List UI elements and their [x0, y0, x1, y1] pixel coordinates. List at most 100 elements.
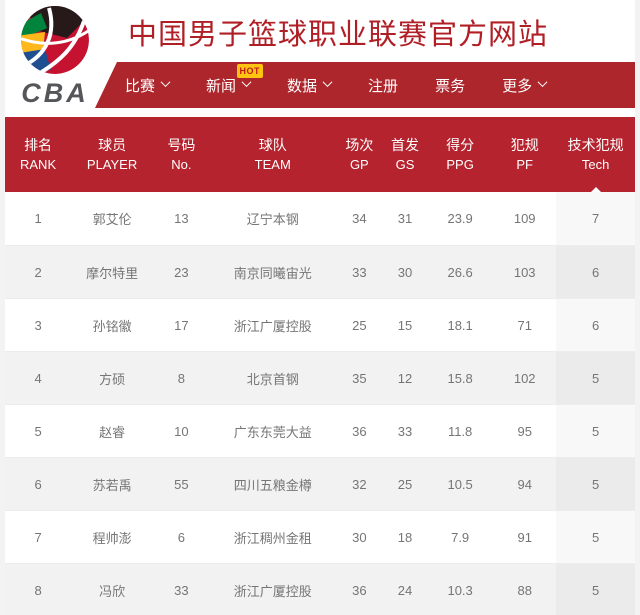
nav-item[interactable]: 数据 — [287, 75, 333, 96]
page: CBA 中国男子篮球职业联赛官方网站 比赛 新闻 HOT 数据 注册 票务 更多 — [5, 0, 635, 615]
sort-indicator-icon — [590, 187, 601, 192]
table-cell: 广东东莞大益 — [233, 424, 312, 440]
table-cell: 55 — [174, 476, 189, 492]
chevron-down-icon — [322, 76, 333, 87]
nav-items: 比赛 新闻 HOT 数据 注册 票务 更多 — [95, 62, 635, 108]
table-cell: 30 — [397, 264, 413, 280]
column-header[interactable]: 犯规 PF — [493, 117, 556, 192]
table-cell: 36 — [352, 423, 367, 439]
table-cell: 88 — [517, 582, 532, 598]
player-stats-table: 排名 RANK 球员 PLAYER 号码 No. 球队 TEAM 场次 GP 首… — [5, 117, 635, 615]
column-label-en: GP — [349, 156, 369, 172]
table-cell: 33 — [397, 423, 413, 439]
column-header[interactable]: 号码 No. — [153, 117, 210, 192]
table-cell: 四川五粮金樽 — [233, 477, 312, 493]
column-label-zh: 首发 — [391, 136, 420, 153]
table-cell: 5 — [556, 511, 635, 563]
column-label-en: Tech — [581, 156, 610, 172]
table-cell: 95 — [517, 423, 532, 439]
nav-item[interactable]: 新闻 HOT — [206, 63, 264, 96]
table-cell: 2 — [34, 264, 42, 280]
column-label-zh: 得分 — [446, 136, 475, 153]
table-cell: 18.1 — [447, 317, 473, 333]
table-cell: 17 — [174, 317, 189, 333]
column-header[interactable]: 得分 PPG — [427, 117, 493, 192]
table-cell: 4 — [34, 370, 42, 386]
column-label-zh: 球队 — [258, 136, 287, 153]
table-cell: 13 — [174, 211, 189, 226]
table-cell: 5 — [556, 564, 635, 615]
table-cell: 26.6 — [447, 264, 473, 280]
table-cell: 94 — [517, 476, 532, 492]
nav-background — [95, 62, 635, 108]
table-cell: 北京首钢 — [246, 371, 299, 387]
chevron-down-icon — [241, 76, 252, 87]
table-cell: 103 — [513, 264, 536, 280]
table-cell: 5 — [34, 423, 42, 439]
table-cell: 10 — [174, 423, 189, 439]
column-header[interactable]: 场次 GP — [336, 117, 383, 192]
table-cell: 浙江广厦控股 — [233, 318, 312, 334]
column-header[interactable]: 球员 PLAYER — [71, 117, 153, 192]
table-cell: 孙铭徽 — [92, 318, 132, 334]
table-cell: 34 — [352, 211, 367, 226]
table-cell: 15.8 — [447, 370, 473, 386]
column-label-zh: 号码 — [167, 136, 196, 153]
table-header: 排名 RANK 球员 PLAYER 号码 No. 球队 TEAM 场次 GP 首… — [5, 117, 635, 192]
nav-item-label: 数据 — [287, 77, 318, 95]
table-cell: 7 — [34, 529, 42, 545]
cba-logo[interactable]: CBA — [7, 2, 103, 108]
table-cell: 23 — [174, 264, 189, 280]
column-label-en: PLAYER — [86, 156, 138, 172]
table-cell: 5 — [556, 458, 635, 510]
table-row: 5 赵睿 10 广东东莞大益 36 33 11.8 95 5 — [5, 404, 635, 457]
table-cell: 18 — [397, 529, 413, 545]
column-label-en: No. — [171, 156, 192, 172]
column-label-en: RANK — [20, 156, 57, 172]
nav-item[interactable]: 比赛 — [125, 75, 171, 96]
column-label-zh: 排名 — [24, 136, 53, 153]
column-header[interactable]: 首发 GS — [383, 117, 427, 192]
table-cell: 赵睿 — [99, 424, 126, 440]
table-cell: 8 — [177, 370, 185, 386]
nav-item-label: 票务 — [435, 77, 466, 95]
nav-item[interactable]: 票务 — [435, 75, 465, 96]
nav-item[interactable]: 注册 — [368, 75, 398, 96]
table-cell: 33 — [174, 582, 189, 598]
table-cell: 苏若禹 — [92, 477, 132, 493]
site-header: CBA 中国男子篮球职业联赛官方网站 比赛 新闻 HOT 数据 注册 票务 更多 — [5, 0, 635, 117]
table-cell: 25 — [397, 476, 413, 492]
table-cell: 5 — [556, 405, 635, 457]
column-label-zh: 犯规 — [510, 136, 539, 153]
table-cell: 11.8 — [447, 423, 473, 439]
column-header[interactable]: 球队 TEAM — [210, 117, 336, 192]
table-cell: 8 — [34, 582, 42, 598]
table-row: 7 程帅澎 6 浙江稠州金租 30 18 7.9 91 5 — [5, 510, 635, 563]
table-cell: 15 — [397, 317, 413, 333]
column-header[interactable]: 排名 RANK — [5, 117, 71, 192]
nav-item-label: 更多 — [502, 77, 533, 95]
column-header[interactable]: 技术犯规 Tech — [556, 117, 635, 192]
column-label-zh: 球员 — [98, 136, 127, 153]
nav-item-label: 比赛 — [125, 77, 156, 95]
table-cell: 浙江稠州金租 — [233, 530, 312, 546]
table-cell: 10.3 — [447, 582, 473, 598]
table-cell: 摩尔特里 — [86, 265, 139, 281]
nav-item[interactable]: 更多 — [502, 75, 548, 96]
column-label-zh: 技术犯规 — [567, 136, 624, 153]
nav-bar: 比赛 新闻 HOT 数据 注册 票务 更多 — [95, 62, 635, 108]
table-cell: 辽宁本钢 — [246, 212, 299, 227]
nav-item-label: 注册 — [368, 77, 399, 95]
table-cell: 91 — [517, 529, 532, 545]
basketball-icon — [21, 6, 89, 74]
table-cell: 1 — [34, 211, 42, 226]
column-label-en: GS — [395, 156, 415, 172]
page-title: 中国男子篮球职业联赛官方网站 — [128, 19, 549, 51]
column-label-en: TEAM — [254, 156, 291, 172]
nav-item-label: 新闻 — [206, 77, 237, 95]
table-cell: 6 — [556, 299, 635, 351]
table-cell: 25 — [352, 317, 367, 333]
table-cell: 71 — [517, 317, 532, 333]
chevron-down-icon — [160, 76, 171, 87]
table-cell: 24 — [397, 582, 413, 598]
